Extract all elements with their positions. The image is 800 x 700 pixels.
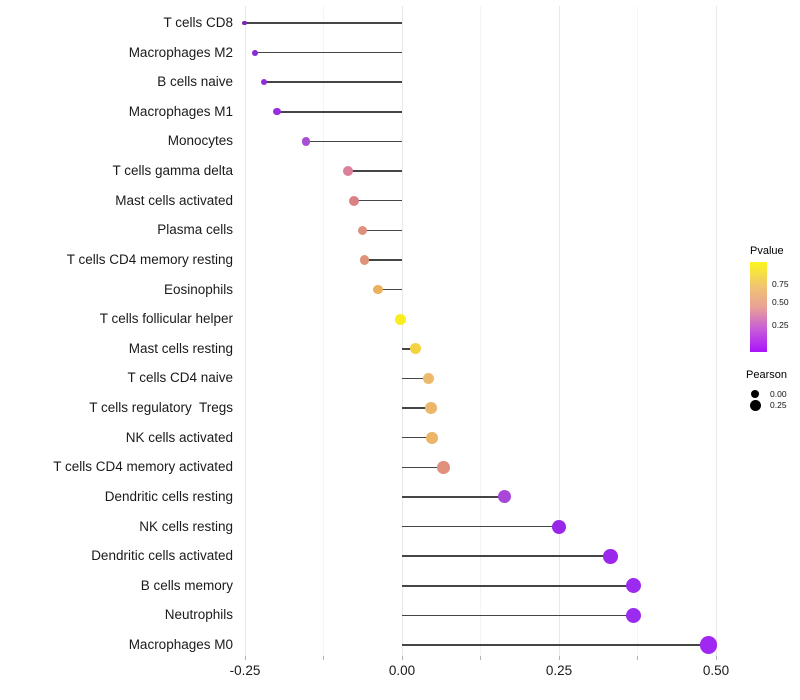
gridline-minor [480, 6, 481, 656]
y-axis-label: Mast cells activated [115, 192, 233, 208]
y-axis-label: Neutrophils [164, 607, 233, 623]
y-axis-label: Dendritic cells activated [91, 548, 233, 564]
gridline-major [558, 6, 560, 656]
lollipop-stem [402, 614, 634, 617]
lollipop-stem [305, 140, 402, 143]
lollipop-dot [552, 519, 566, 534]
x-axis-tick [244, 656, 246, 660]
x-axis-tick-label: -0.25 [229, 663, 261, 678]
y-axis-label: T cells CD4 memory activated [53, 459, 233, 475]
x-axis-tick [637, 656, 638, 660]
y-axis-label: Dendritic cells resting [104, 488, 233, 504]
x-axis-tick [558, 656, 560, 660]
lollipop-dot [359, 255, 370, 265]
lollipop-dot [437, 460, 450, 474]
gridline-major [401, 6, 403, 656]
y-axis-label: T cells CD8 [163, 15, 233, 30]
gridline-minor [637, 6, 638, 656]
lollipop-dot [349, 195, 360, 206]
gridline-major [715, 6, 717, 656]
y-axis-label: Macrophages M0 [128, 637, 233, 652]
y-axis-label: B cells memory [140, 577, 233, 593]
lollipop-dot [424, 402, 437, 414]
legend-pvalue-title: Pvalue [750, 245, 784, 257]
y-axis-label: Monocytes [167, 133, 233, 149]
x-axis-tick-label: 0.25 [545, 663, 573, 678]
y-axis-label: Macrophages M1 [128, 103, 233, 119]
lollipop-dot [260, 79, 268, 86]
y-axis-label: T cells CD4 memory resting [66, 251, 233, 267]
lollipop-stem [402, 585, 634, 587]
pvalue-legend-tick-label: 0.50 [772, 297, 789, 307]
gridline-minor [323, 6, 324, 656]
lollipop-dot [603, 548, 618, 564]
gridline-major [244, 6, 246, 656]
lollipop-stem [402, 348, 416, 350]
pearson-legend-dot [750, 389, 760, 399]
lollipop-stem [347, 170, 402, 172]
lollipop-dot [625, 607, 641, 623]
x-axis-tick [323, 656, 324, 660]
x-axis-tick [401, 656, 403, 660]
lollipop-dot [273, 108, 281, 116]
lollipop-stem [263, 81, 402, 83]
pvalue-legend-tick-label: 0.25 [772, 320, 789, 330]
lollipop-stem [402, 555, 611, 557]
lollipop-stem [402, 407, 431, 409]
lollipop-stem [255, 51, 402, 54]
lollipop-stem [354, 199, 402, 202]
y-axis-label: T cells regulatory Tregs [89, 400, 233, 416]
lollipop-dot [422, 372, 435, 385]
pearson-legend-label: 0.00 [770, 389, 787, 399]
lollipop-dot [395, 313, 407, 325]
lollipop-dot [426, 431, 439, 444]
lollipop-stem [378, 288, 402, 291]
y-axis-label: Eosinophils [163, 281, 233, 297]
lollipop-dot [373, 284, 383, 295]
y-axis-label: NK cells resting [139, 518, 233, 534]
lollipop-stem [402, 377, 429, 380]
lollipop-stem [402, 466, 444, 469]
lollipop-dot [252, 49, 258, 56]
y-axis-label: Mast cells resting [128, 340, 233, 356]
lollipop-dot [357, 225, 368, 236]
lollipop-dot [301, 137, 311, 146]
lollipop-stem [364, 259, 402, 261]
y-axis-label: Macrophages M2 [128, 44, 233, 60]
x-axis-tick [715, 656, 717, 660]
lollipop-stem [362, 229, 402, 232]
lollipop-stem [402, 525, 559, 528]
lollipop-dot [498, 490, 512, 504]
pearson-legend-label: 0.25 [770, 400, 787, 410]
lollipop-dot [242, 20, 247, 26]
lollipop-dot [342, 166, 353, 177]
lollipop-stem [402, 644, 709, 646]
y-axis-label: T cells follicular helper [99, 311, 233, 327]
pearson-legend-dot [749, 399, 761, 411]
y-axis-label: Plasma cells [157, 222, 233, 238]
pvalue-gradient-bar [750, 262, 767, 352]
lollipop-stem [277, 111, 402, 113]
y-axis-label: NK cells activated [125, 429, 233, 445]
x-axis-tick-label: 0.00 [388, 663, 416, 678]
x-axis-tick-label: 0.50 [702, 663, 730, 678]
y-axis-label: B cells naive [157, 74, 233, 90]
y-axis-label: T cells gamma delta [112, 163, 233, 179]
pvalue-legend-tick-label: 0.75 [772, 279, 789, 289]
lollipop-stem [402, 436, 433, 439]
lollipop-dot [409, 343, 421, 355]
lollipop-stem [244, 22, 402, 24]
lollipop-dot [625, 578, 641, 594]
y-axis-label: T cells CD4 naive [127, 370, 233, 386]
legend-pearson-title: Pearson [746, 369, 787, 381]
lollipop-dot [699, 636, 718, 654]
lollipop-stem [402, 496, 505, 498]
x-axis-tick [480, 656, 481, 660]
